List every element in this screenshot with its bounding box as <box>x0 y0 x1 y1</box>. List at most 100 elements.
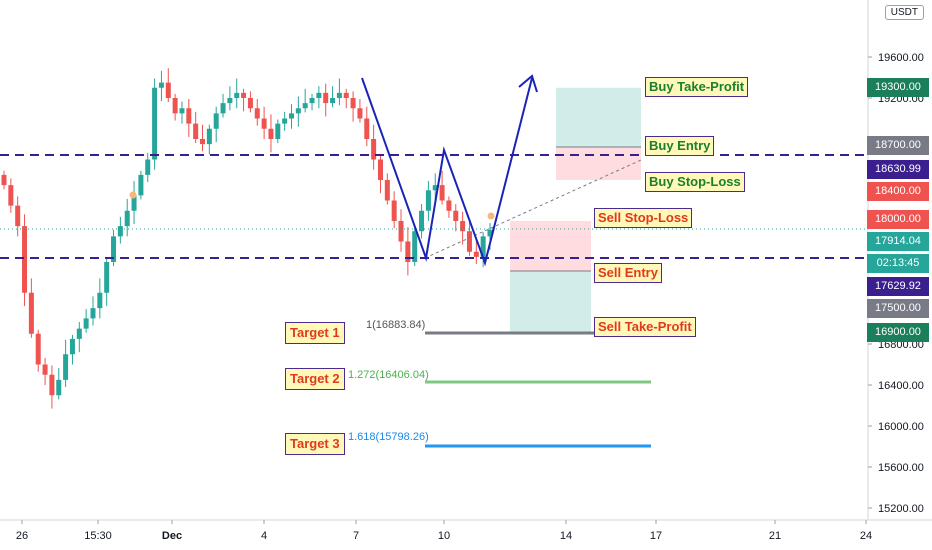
candle-body <box>453 210 459 221</box>
candle-body <box>295 108 301 114</box>
candle-body <box>302 103 308 109</box>
buy-take-profit-label: Buy Take-Profit <box>645 77 749 97</box>
candle-body <box>138 174 144 196</box>
candle-body <box>241 92 247 98</box>
x-tick-label: 4 <box>261 530 267 542</box>
candle-body <box>254 108 260 119</box>
candle-body <box>69 338 75 355</box>
tag-16900: 16900.00 <box>867 323 929 342</box>
sell-entry-label: Sell Entry <box>594 263 662 283</box>
sell-loss-zone <box>510 221 591 271</box>
y-tick-label: 15600.00 <box>878 462 924 474</box>
candle-body <box>343 92 349 98</box>
candle-body <box>63 354 69 380</box>
candle-body <box>28 292 34 334</box>
buy-stop-loss-label: Buy Stop-Loss <box>645 172 745 192</box>
tag-17629: 17629.92 <box>867 277 929 296</box>
x-tick-label: 7 <box>353 530 359 542</box>
candle-body <box>330 98 336 104</box>
candle-body <box>97 292 103 309</box>
candle-body <box>288 113 294 119</box>
x-tick-label: 17 <box>650 530 662 542</box>
target-1-label: Target 1 <box>285 322 345 344</box>
tag-19300: 19300.00 <box>867 78 929 97</box>
candle-body <box>391 200 397 221</box>
candle-body <box>220 103 226 114</box>
candle-body <box>268 128 274 139</box>
candle-body <box>1 174 7 186</box>
candle-body <box>466 231 472 252</box>
candle-body <box>398 221 404 242</box>
candle-body <box>76 328 82 339</box>
candle-body <box>172 98 178 114</box>
x-tick-label: 14 <box>560 530 572 542</box>
fib-1272-label: 1.272(16406.04) <box>348 369 429 381</box>
candle-body <box>377 159 383 180</box>
candle-body <box>357 108 363 119</box>
x-tick-label: 24 <box>860 530 872 542</box>
candle-body <box>275 123 281 139</box>
candle-body <box>473 251 479 257</box>
candle-body <box>261 118 267 129</box>
candle-body <box>49 374 55 396</box>
candle-body <box>336 92 342 98</box>
candle-body <box>227 98 233 104</box>
x-tick-label: 15:30 <box>84 530 112 542</box>
candle-body <box>186 108 192 124</box>
candle-body <box>446 200 452 211</box>
arrow-head <box>518 74 538 93</box>
candle-body <box>8 185 14 206</box>
candle-body <box>439 185 445 201</box>
candle-body <box>234 92 240 98</box>
candle-body <box>206 128 212 145</box>
candle-body <box>364 118 370 139</box>
sell-stop-loss-label: Sell Stop-Loss <box>594 208 693 228</box>
y-tick-label: 16800.00 <box>878 339 924 351</box>
buy-loss-zone <box>556 147 641 180</box>
candle-body <box>405 241 411 262</box>
candle-body <box>371 139 377 160</box>
tag-17914: 17914.04 <box>867 232 929 251</box>
candle-body <box>56 379 62 396</box>
candle-body <box>90 308 96 319</box>
candle-body <box>282 118 288 124</box>
candle-body <box>22 226 28 293</box>
buy-entry-label: Buy Entry <box>645 136 715 156</box>
candle-body <box>117 226 123 237</box>
y-tick-label: 16400.00 <box>878 380 924 392</box>
buy-profit-zone <box>556 87 641 147</box>
fib-1618-label: 1.618(15798.26) <box>348 431 429 443</box>
candle-body <box>487 229 493 237</box>
candle-body <box>309 98 315 104</box>
pattern-zigzag <box>361 77 533 267</box>
x-tick-label: 26 <box>16 530 28 542</box>
candle-body <box>42 364 48 375</box>
tag-18400: 18400.00 <box>867 182 929 201</box>
candle-body <box>200 139 206 145</box>
candle-body <box>480 236 486 257</box>
y-tick-label: 15200.00 <box>878 503 924 515</box>
candle-body <box>83 318 89 329</box>
sell-profit-zone <box>510 271 591 333</box>
candle-body <box>145 159 151 175</box>
candle-body <box>104 262 110 293</box>
candle-body <box>131 195 137 211</box>
currency-badge[interactable]: USDT <box>884 5 924 20</box>
fib-1-label: 1(16883.84) <box>366 319 426 331</box>
candle-body <box>384 180 390 201</box>
candle-body <box>158 82 164 88</box>
candle-body <box>419 210 425 232</box>
candle-body <box>124 210 130 227</box>
candle-body <box>460 221 466 232</box>
candle-body <box>193 123 199 139</box>
candle-body <box>179 108 185 114</box>
tag-18000: 18000.00 <box>867 210 929 229</box>
candle-body <box>15 205 21 227</box>
candle-body <box>425 190 431 211</box>
x-tick-label: 10 <box>438 530 450 542</box>
marker-dot <box>129 191 137 199</box>
x-tick-label: Dec <box>162 530 182 542</box>
candle-body <box>316 92 322 98</box>
